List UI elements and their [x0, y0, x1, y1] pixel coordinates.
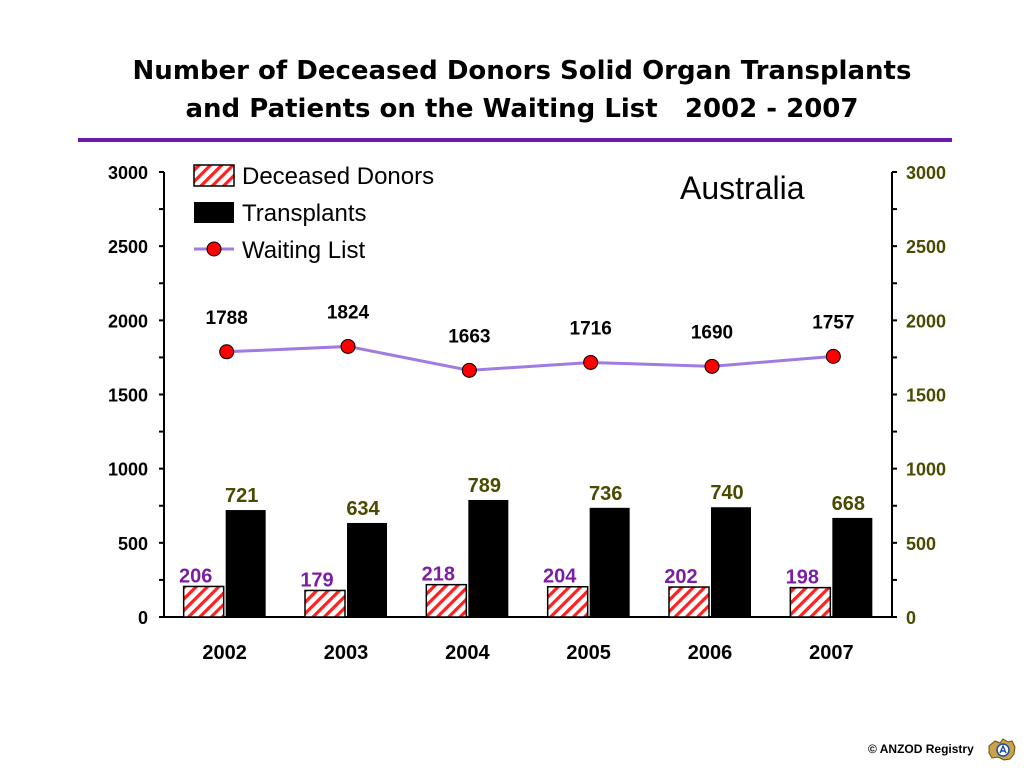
donors-bar	[182, 585, 225, 618]
y-tick-label-left: 0	[138, 608, 148, 628]
waiting-list-value-label: 1824	[327, 302, 370, 323]
footer-copyright: © ANZOD Registry	[868, 742, 974, 756]
waiting-list-point	[219, 344, 235, 360]
donors-value-label: 206	[179, 565, 212, 587]
y-tick-label-left: 3000	[108, 163, 148, 183]
legend-waiting-label: Waiting List	[242, 237, 365, 264]
waiting-list-point	[340, 338, 356, 354]
transplants-bar	[468, 499, 509, 617]
waiting-list-point	[461, 362, 477, 378]
waiting-list-line	[226, 344, 834, 372]
waiting-list-point	[704, 358, 720, 374]
transplants-value-label: 721	[225, 485, 258, 507]
y-tick-label-left: 1500	[108, 386, 148, 406]
x-tick-label: 2004	[445, 642, 490, 664]
y-tick-label-left: 1000	[108, 460, 148, 480]
registry-logo-icon	[988, 738, 1016, 761]
legend-transplants-swatch	[194, 202, 234, 223]
donors-value-label: 202	[664, 566, 697, 588]
transplants-bar	[347, 522, 387, 617]
transplants-bar	[711, 507, 751, 617]
region-label: Australia	[680, 170, 805, 206]
donors-bar	[789, 586, 832, 618]
donors-value-label: 179	[300, 569, 333, 591]
transplants-value-label: 736	[589, 483, 622, 505]
y-tick-label-right: 1500	[906, 386, 946, 406]
chart-title-line2: and Patients on the Waiting List 2002 - …	[185, 94, 859, 124]
x-tick-label: 2006	[688, 642, 733, 664]
donors-value-label: 198	[786, 567, 819, 589]
y-tick-label-left: 2000	[108, 311, 148, 331]
legend-waiting-marker	[206, 241, 222, 257]
legend-donors-swatch	[193, 164, 235, 187]
transplants-value-label: 634	[346, 498, 380, 520]
waiting-list-value-label: 1663	[448, 326, 490, 347]
y-tick-label-right: 2000	[906, 311, 946, 331]
legend-transplants-label: Transplants	[242, 200, 367, 227]
y-tick-label-left: 2500	[108, 237, 148, 257]
x-tick-label: 2002	[202, 642, 247, 664]
transplants-bar	[832, 517, 873, 617]
transplants-bar	[225, 510, 266, 617]
y-tick-label-right: 3000	[906, 163, 946, 183]
transplants-value-label: 668	[832, 493, 865, 515]
donors-bar	[425, 583, 468, 618]
y-tick-label-right: 1000	[906, 460, 946, 480]
waiting-list-value-label: 1757	[812, 312, 854, 333]
waiting-list-point	[825, 348, 841, 364]
donors-bar	[668, 586, 710, 618]
waiting-list-point	[583, 354, 599, 370]
y-tick-label-left: 500	[118, 534, 148, 554]
x-tick-label: 2005	[566, 642, 611, 664]
x-tick-label: 2003	[324, 642, 369, 664]
waiting-list-value-label: 1690	[691, 322, 733, 343]
donors-bar	[546, 585, 589, 618]
legend-donors-label: Deceased Donors	[242, 163, 434, 190]
transplants-value-label: 789	[468, 475, 501, 497]
waiting-list-value-label: 1788	[206, 308, 248, 329]
chart-title-line1: Number of Deceased Donors Solid Organ Tr…	[132, 56, 912, 86]
y-tick-label-right: 500	[906, 534, 936, 554]
transplants-bar	[589, 507, 630, 617]
title-divider	[78, 138, 952, 142]
donors-value-label: 218	[422, 564, 455, 586]
transplants-value-label: 740	[710, 482, 743, 504]
donors-bar	[304, 589, 346, 618]
x-tick-label: 2007	[809, 642, 854, 664]
y-tick-label-right: 2500	[906, 237, 946, 257]
chart-title: Number of Deceased Donors Solid Organ Tr…	[0, 52, 1024, 128]
donors-value-label: 204	[543, 566, 577, 588]
waiting-list-value-label: 1716	[570, 318, 612, 339]
y-tick-label-right: 0	[906, 608, 916, 628]
